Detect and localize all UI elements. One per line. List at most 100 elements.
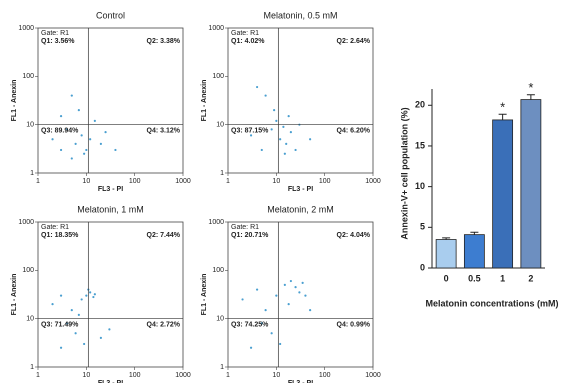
- event-dot: [85, 148, 88, 152]
- event-dot: [301, 281, 304, 284]
- x-tick-label: 1: [36, 372, 40, 379]
- event-dot: [59, 115, 63, 118]
- quadrant-label: Q1: 18.35%: [41, 232, 79, 239]
- x-axis-label: FL3 - PI: [288, 186, 313, 193]
- error-bar: [470, 231, 479, 235]
- x-tick-label: 1: [226, 178, 230, 185]
- quadrant-label: Q4: 3.12%: [147, 128, 181, 135]
- event-dot: [104, 131, 107, 134]
- event-dot: [304, 294, 307, 297]
- y-axis-label: FL1 - Anexin: [11, 80, 18, 122]
- panel-title: Melatonin, 2 mM: [267, 204, 334, 214]
- event-dot: [255, 85, 259, 89]
- quadrant-label: Q3: 74.25%: [231, 322, 269, 329]
- event-dot: [65, 322, 69, 325]
- event-dot: [80, 298, 83, 301]
- quadrant-label: Q4: 0.99%: [337, 322, 371, 329]
- x-axis-label: Melatonin concentrations (mM): [425, 298, 558, 308]
- event-dot: [114, 148, 117, 152]
- significance-mark: *: [500, 100, 505, 115]
- event-dot: [275, 119, 278, 122]
- y-tick-label: 100: [22, 267, 34, 274]
- event-dot: [270, 128, 273, 131]
- event-dot: [287, 115, 290, 118]
- event-dot: [264, 309, 267, 312]
- event-dot: [83, 342, 86, 346]
- event-dot: [85, 294, 88, 297]
- event-dot: [74, 332, 77, 335]
- gate-label: Gate: R1: [41, 224, 69, 231]
- y-tick-label: 1000: [18, 219, 34, 226]
- event-dot: [298, 291, 301, 294]
- event-dot: [294, 285, 297, 289]
- y-tick-label: 1000: [208, 25, 224, 32]
- event-dot: [294, 148, 297, 152]
- quadrant-label: Q1: 4.02%: [231, 38, 265, 45]
- quadrant-label: Q4: 2.72%: [147, 322, 181, 329]
- event-dot: [99, 336, 102, 340]
- quadrant-label: Q2: 4.04%: [337, 232, 371, 239]
- x-tick-label: 10: [82, 178, 90, 185]
- quadrant-label: Q1: 3.56%: [41, 38, 75, 45]
- event-dot: [74, 142, 77, 146]
- event-dot: [249, 134, 253, 137]
- event-dot: [93, 293, 96, 296]
- event-dot: [70, 309, 73, 312]
- plot-frame: [37, 27, 184, 174]
- x-tick-label: 1: [36, 178, 40, 185]
- x-tick-label: 1000: [365, 178, 381, 185]
- quadrant-label: Q3: 87.15%: [231, 128, 269, 135]
- event-dot: [59, 294, 63, 297]
- event-dot: [51, 303, 54, 306]
- x-tick-label: 10: [272, 372, 280, 379]
- quadrant-label: Q2: 2.64%: [337, 38, 371, 45]
- event-dot: [279, 138, 282, 141]
- y-tick-label: 20: [415, 100, 425, 110]
- x-tick-label: 10: [82, 372, 90, 379]
- quadrant-label: Q2: 3.38%: [147, 38, 181, 45]
- event-dot: [59, 148, 63, 152]
- bar: [435, 239, 457, 269]
- panel-title: Melatonin, 0.5 mM: [263, 10, 337, 20]
- quadrant-label: Q2: 7.44%: [147, 232, 181, 239]
- bar: [463, 234, 485, 269]
- event-dot: [260, 148, 263, 152]
- event-dot: [283, 283, 286, 286]
- event-dot: [270, 332, 273, 335]
- event-dot: [89, 291, 92, 294]
- y-tick-label: 10: [415, 181, 425, 191]
- y-tick-label: 1: [220, 364, 224, 371]
- quadrant-label: Q1: 20.71%: [231, 232, 269, 239]
- y-tick-label: 10: [216, 122, 224, 129]
- x-tick-label: 1000: [175, 372, 191, 379]
- y-tick-label: 1: [30, 364, 34, 371]
- x-tick-label: 1: [500, 273, 505, 283]
- y-tick-label: 100: [212, 73, 224, 80]
- y-tick-label: 10: [26, 122, 34, 129]
- y-tick-label: 1000: [208, 219, 224, 226]
- bar: [492, 119, 514, 269]
- x-tick-label: 1000: [365, 372, 381, 379]
- event-dot: [289, 279, 292, 283]
- event-dot: [51, 138, 54, 141]
- significance-mark: *: [528, 80, 533, 95]
- event-dot: [241, 298, 244, 301]
- quadrant-label: Q3: 71.49%: [41, 322, 79, 329]
- event-dot: [255, 288, 259, 291]
- event-dot: [77, 109, 80, 112]
- bar: [520, 99, 542, 269]
- event-dot: [77, 313, 80, 316]
- x-tick-label: 100: [129, 178, 141, 185]
- panel-title: Melatonin, 1 mM: [77, 204, 144, 214]
- gate-label: Gate: R1: [231, 224, 259, 231]
- error-bar: [498, 113, 507, 120]
- event-dot: [70, 157, 73, 160]
- panel-title: Control: [96, 10, 125, 20]
- event-dot: [249, 346, 253, 349]
- gate-label: Gate: R1: [231, 30, 259, 37]
- x-tick-label: 100: [319, 372, 331, 379]
- event-dot: [289, 131, 292, 134]
- event-dot: [99, 142, 102, 146]
- x-tick-label: 10: [272, 178, 280, 185]
